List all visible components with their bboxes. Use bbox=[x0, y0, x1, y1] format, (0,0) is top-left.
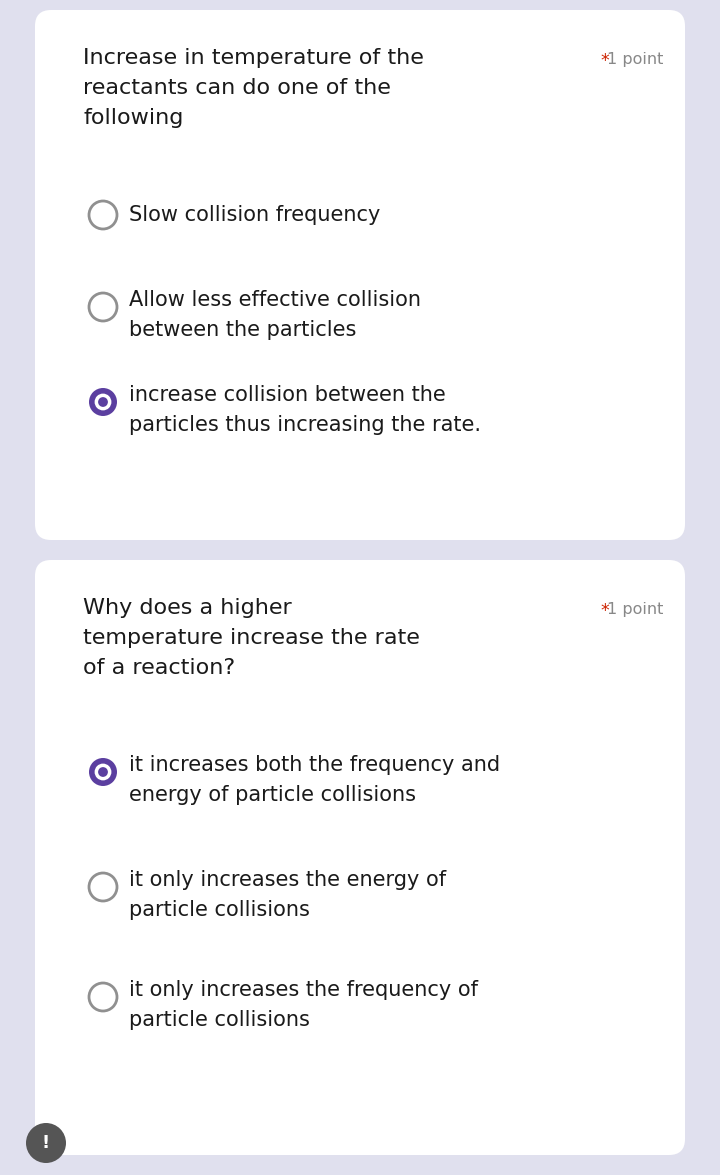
Circle shape bbox=[89, 758, 117, 786]
Text: *: * bbox=[600, 52, 615, 70]
Text: reactants can do one of the: reactants can do one of the bbox=[83, 78, 391, 98]
Circle shape bbox=[89, 293, 117, 321]
Circle shape bbox=[89, 388, 117, 416]
Text: !: ! bbox=[42, 1134, 50, 1152]
Text: Slow collision frequency: Slow collision frequency bbox=[129, 204, 380, 224]
Text: it only increases the energy of: it only increases the energy of bbox=[129, 870, 446, 889]
Text: 1 point: 1 point bbox=[607, 52, 663, 67]
Text: Increase in temperature of the: Increase in temperature of the bbox=[83, 48, 424, 68]
Text: Allow less effective collision: Allow less effective collision bbox=[129, 290, 421, 310]
Circle shape bbox=[94, 394, 112, 410]
Circle shape bbox=[98, 767, 108, 777]
Text: it only increases the frequency of: it only increases the frequency of bbox=[129, 980, 478, 1000]
FancyBboxPatch shape bbox=[35, 560, 685, 1155]
Text: *: * bbox=[600, 602, 615, 620]
Circle shape bbox=[26, 1123, 66, 1163]
Text: particles thus increasing the rate.: particles thus increasing the rate. bbox=[129, 415, 481, 435]
Circle shape bbox=[98, 397, 108, 407]
Text: Why does a higher: Why does a higher bbox=[83, 598, 292, 618]
Text: of a reaction?: of a reaction? bbox=[83, 658, 235, 678]
FancyBboxPatch shape bbox=[35, 11, 685, 541]
Circle shape bbox=[89, 201, 117, 229]
Text: it increases both the frequency and: it increases both the frequency and bbox=[129, 756, 500, 776]
Text: temperature increase the rate: temperature increase the rate bbox=[83, 627, 420, 647]
Text: particle collisions: particle collisions bbox=[129, 900, 310, 920]
Text: following: following bbox=[83, 108, 184, 128]
Text: energy of particle collisions: energy of particle collisions bbox=[129, 785, 416, 805]
Text: between the particles: between the particles bbox=[129, 320, 356, 340]
Text: particle collisions: particle collisions bbox=[129, 1010, 310, 1030]
Text: increase collision between the: increase collision between the bbox=[129, 385, 446, 405]
Circle shape bbox=[94, 764, 112, 780]
Circle shape bbox=[89, 873, 117, 901]
Circle shape bbox=[89, 983, 117, 1010]
Text: 1 point: 1 point bbox=[607, 602, 663, 617]
